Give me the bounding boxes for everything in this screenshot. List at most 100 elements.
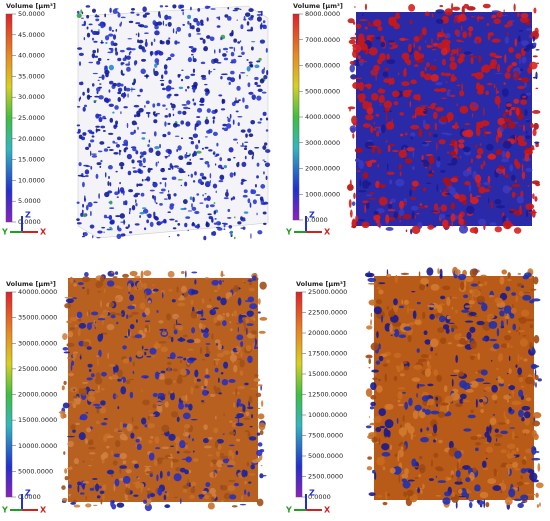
particle xyxy=(233,364,238,373)
particle xyxy=(490,58,498,67)
particle xyxy=(127,93,129,98)
particle xyxy=(480,164,484,170)
particle xyxy=(183,106,189,110)
particle xyxy=(506,20,513,27)
particle xyxy=(426,427,430,431)
particle xyxy=(226,76,232,81)
particle xyxy=(167,131,171,136)
particle xyxy=(82,203,85,208)
particle xyxy=(204,494,210,499)
particle xyxy=(466,488,470,494)
particle xyxy=(475,127,481,137)
axis-label: Z xyxy=(309,489,315,498)
particle xyxy=(212,116,214,120)
particle xyxy=(464,320,474,323)
particle xyxy=(139,88,143,93)
particle xyxy=(164,504,171,509)
particle xyxy=(203,445,212,449)
particle xyxy=(506,24,514,26)
particle xyxy=(477,121,485,129)
particle xyxy=(264,162,271,168)
particle xyxy=(535,48,540,51)
particle xyxy=(371,146,380,149)
particle xyxy=(459,90,465,97)
particle xyxy=(393,329,400,338)
particle xyxy=(500,343,509,349)
particle xyxy=(427,45,434,48)
particle xyxy=(403,299,409,305)
particle xyxy=(244,489,247,495)
particle xyxy=(204,161,210,165)
particle xyxy=(201,385,204,390)
particle xyxy=(159,39,163,45)
particle xyxy=(381,452,391,457)
particle xyxy=(100,499,103,505)
particle xyxy=(435,107,444,112)
particle xyxy=(107,165,113,170)
particle xyxy=(132,167,136,169)
particle xyxy=(420,428,423,433)
particle xyxy=(200,401,206,404)
particle xyxy=(402,214,412,220)
particle xyxy=(85,5,91,8)
particle xyxy=(117,369,123,378)
particle xyxy=(483,160,486,167)
particle xyxy=(450,79,455,82)
particle xyxy=(135,438,140,443)
particle xyxy=(154,58,160,64)
particle xyxy=(425,40,427,44)
particle xyxy=(397,403,404,407)
particle xyxy=(85,412,89,414)
particle xyxy=(365,354,373,359)
particle xyxy=(182,199,188,205)
particle xyxy=(439,5,444,8)
particle xyxy=(97,57,102,62)
particle xyxy=(437,480,447,483)
particle xyxy=(498,382,504,387)
particle xyxy=(470,55,478,58)
particle xyxy=(120,309,126,318)
particle xyxy=(96,407,100,414)
particle xyxy=(88,369,92,373)
particle xyxy=(203,424,208,431)
particle xyxy=(127,170,132,176)
particle xyxy=(364,114,374,121)
particle xyxy=(367,21,371,26)
particle xyxy=(359,42,368,51)
particle xyxy=(412,410,419,420)
particle xyxy=(435,82,443,86)
particle xyxy=(231,313,234,317)
particle xyxy=(150,435,154,439)
particle xyxy=(229,172,234,178)
particle xyxy=(240,45,243,51)
particle xyxy=(141,132,146,134)
particle xyxy=(437,411,446,419)
particle xyxy=(200,74,207,78)
particle xyxy=(424,11,430,17)
particle xyxy=(216,342,218,346)
particle xyxy=(262,25,267,30)
particle xyxy=(100,125,106,129)
particle xyxy=(204,88,210,93)
particle xyxy=(532,36,536,42)
particle xyxy=(136,13,140,16)
particle xyxy=(152,411,160,418)
particle xyxy=(411,165,415,171)
particle xyxy=(531,446,537,455)
particle xyxy=(95,125,100,128)
particle xyxy=(448,187,456,195)
particle xyxy=(379,103,382,106)
particle xyxy=(259,281,267,290)
particle xyxy=(446,151,450,154)
particle xyxy=(387,163,389,171)
particle xyxy=(504,72,511,80)
particle xyxy=(93,504,98,507)
particle xyxy=(525,28,533,31)
particle xyxy=(427,383,434,387)
particle xyxy=(376,287,381,290)
particle xyxy=(479,143,482,146)
particle xyxy=(95,173,99,179)
particle xyxy=(489,338,498,342)
particle xyxy=(222,99,226,104)
particle xyxy=(232,119,235,125)
